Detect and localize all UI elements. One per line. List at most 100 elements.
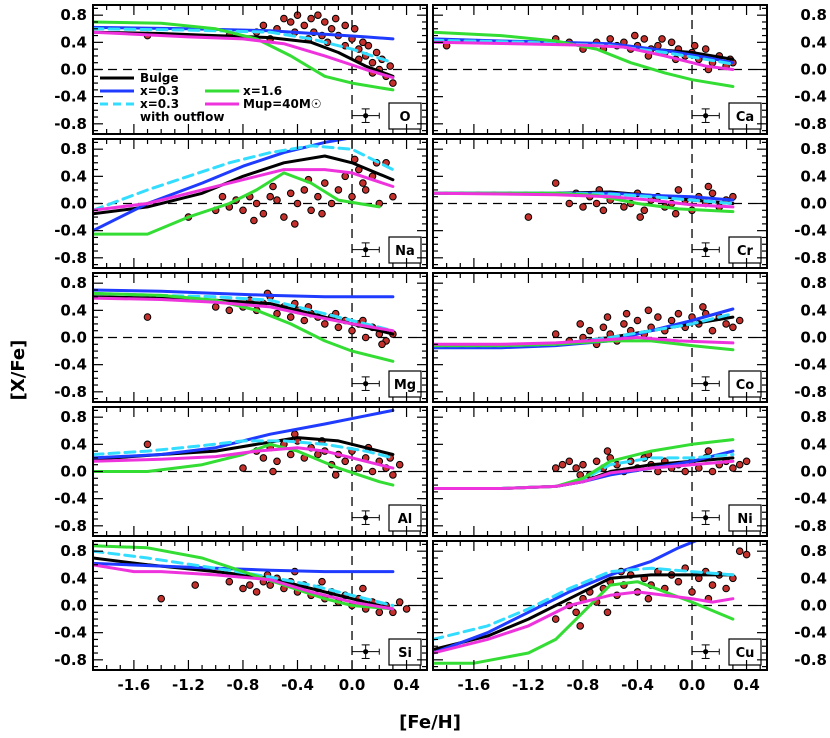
- data-point: [307, 14, 315, 23]
- element-label-box: [388, 504, 422, 532]
- data-point: [631, 31, 639, 40]
- y-tick-label: -0.4: [54, 88, 87, 106]
- data-point: [622, 309, 631, 318]
- legend-label-bulge: Bulge: [140, 71, 179, 85]
- data-point: [280, 14, 288, 23]
- data-point: [565, 457, 574, 466]
- data-point: [599, 206, 608, 215]
- data-point: [576, 320, 585, 328]
- data-point: [314, 192, 322, 201]
- data-point: [620, 320, 628, 328]
- series-line-x03: [93, 561, 395, 574]
- data-point: [681, 467, 690, 476]
- data-point: [633, 316, 642, 325]
- data-point: [143, 440, 152, 449]
- data-point: [334, 323, 343, 332]
- series-line-bulge: [433, 573, 735, 652]
- data-point: [331, 14, 340, 23]
- data-point: [742, 550, 751, 559]
- data-point: [286, 189, 295, 198]
- y-tick-label: 0.8: [60, 542, 87, 560]
- data-point: [259, 454, 268, 462]
- data-point: [606, 35, 615, 43]
- data-point: [286, 18, 295, 26]
- data-point: [314, 11, 322, 19]
- data-point: [395, 598, 404, 606]
- y-tick-label: -0.8: [794, 249, 827, 267]
- y-tick-label: -0.4: [794, 356, 827, 374]
- panel-co: Co -0.8 -0.4 0.0 0.4 0.8: [432, 272, 827, 403]
- data-point: [300, 186, 309, 194]
- data-point: [252, 199, 261, 208]
- error-bar: [351, 242, 380, 257]
- data-point: [239, 464, 247, 472]
- series-line-bulge: [93, 295, 395, 336]
- series-line-x03o: [93, 549, 395, 607]
- data-point: [636, 213, 645, 221]
- data-point: [280, 213, 288, 221]
- panel-mg: Mg -0.8 -0.4 0.0 0.4 0.8: [54, 272, 428, 403]
- data-point: [674, 577, 683, 586]
- data-point: [402, 605, 411, 613]
- y-tick-label: 0.4: [800, 33, 827, 51]
- y-tick-label: -0.4: [794, 88, 827, 106]
- data-point: [592, 199, 601, 208]
- data-point: [225, 577, 234, 586]
- data-point: [273, 457, 281, 466]
- data-point: [572, 464, 580, 472]
- series-line-mup: [93, 563, 395, 611]
- data-point: [327, 25, 336, 33]
- data-point: [386, 62, 395, 70]
- data-point: [722, 320, 730, 328]
- y-tick-label: -0.8: [54, 249, 87, 267]
- legend-label-x16: x=1.6: [243, 84, 282, 98]
- data-point: [218, 192, 227, 201]
- data-point: [551, 179, 560, 187]
- data-point: [157, 594, 165, 603]
- panel-al: Al -0.8 -0.4 0.0 0.4 0.8: [54, 406, 428, 537]
- data-point: [701, 45, 710, 53]
- series-line-bulge: [93, 154, 395, 216]
- data-point: [318, 209, 326, 218]
- series-line-x03o: [93, 144, 395, 212]
- element-label-box: [728, 638, 762, 666]
- series-line-mup: [93, 296, 395, 333]
- data-point: [239, 584, 247, 593]
- y-tick-label: 0.0: [60, 61, 87, 79]
- x-tick-label: 0.0: [679, 676, 706, 694]
- data-point: [674, 309, 683, 318]
- panel-ni: Ni -0.8 -0.4 0.0 0.4 0.8: [432, 406, 827, 537]
- element-label-box: [388, 638, 422, 666]
- series-line-mup: [93, 168, 395, 212]
- data-point: [603, 447, 612, 455]
- series-line-x16: [93, 442, 395, 487]
- element-label: Cr: [737, 244, 754, 259]
- y-tick-label: 0.4: [60, 167, 87, 185]
- data-point: [576, 622, 585, 630]
- error-bar: [351, 644, 380, 659]
- x-tick-label: -0.4: [281, 676, 314, 694]
- series-line-mup: [433, 40, 735, 71]
- data-point: [331, 471, 340, 479]
- data-point: [341, 21, 350, 30]
- data-point: [395, 460, 404, 469]
- y-tick-label: 0.0: [800, 597, 827, 615]
- data-point: [704, 182, 713, 191]
- y-tick-label: 0.8: [60, 274, 87, 292]
- element-label-box: [728, 370, 762, 398]
- data-point: [273, 196, 281, 204]
- y-tick-label: 0.4: [800, 569, 827, 587]
- element-label-box: [388, 102, 422, 130]
- data-point: [359, 38, 367, 47]
- data-point: [318, 577, 326, 586]
- data-point: [389, 471, 397, 479]
- data-point: [620, 203, 628, 211]
- series-line-x16: [93, 20, 395, 92]
- y-tick-label: 0.4: [800, 435, 827, 453]
- data-point: [372, 48, 381, 57]
- x-tick-label: -0.4: [621, 676, 654, 694]
- data-point: [300, 316, 309, 325]
- plot-area: [93, 544, 411, 617]
